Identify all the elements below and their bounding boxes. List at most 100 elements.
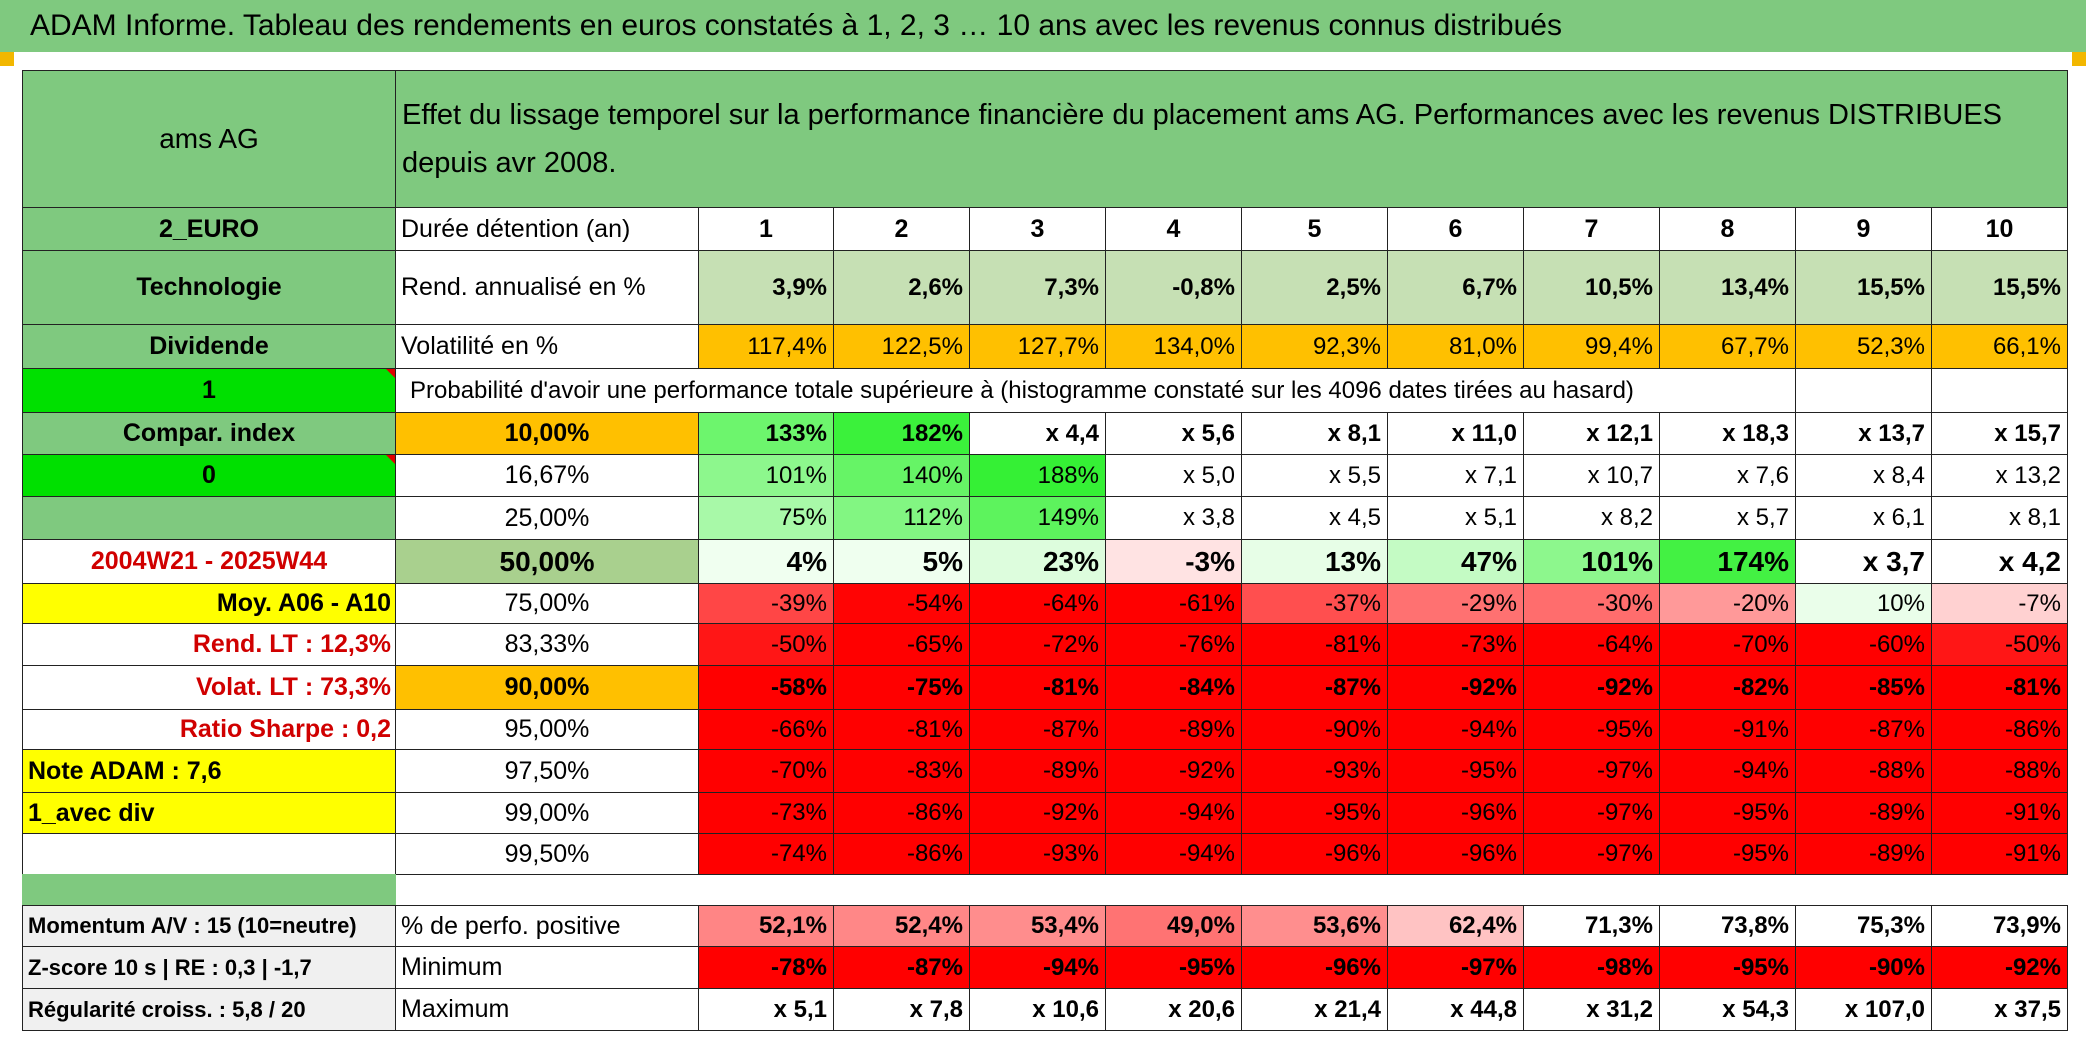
percentile-value: -54% [833, 583, 970, 624]
percentile-value: -61% [1105, 583, 1242, 624]
bottom-metric-label: Maximum [395, 988, 699, 1031]
percentile-label: 50,00% [395, 539, 699, 584]
empty-cell [22, 496, 396, 540]
bottom-value: 49,0% [1105, 905, 1242, 947]
rend-label: Rend. annualisé en % [395, 250, 699, 325]
currency-label: 2_EURO [22, 207, 396, 251]
percentile-value: x 18,3 [1659, 412, 1796, 455]
duration-label: Durée détention (an) [395, 207, 699, 251]
percentile-value: -86% [1931, 709, 2068, 750]
empty-cell [1795, 368, 1932, 413]
percentile-value: 112% [833, 496, 970, 540]
year-header: 7 [1523, 207, 1660, 251]
percentile-label: 75,00% [395, 583, 699, 624]
percentile-value: -92% [1105, 749, 1242, 793]
percentile-value: -97% [1523, 792, 1660, 834]
percentile-value: x 7,1 [1387, 454, 1524, 497]
bottom-value: 71,3% [1523, 905, 1660, 947]
percentile-value: -29% [1387, 583, 1524, 624]
flag-zero: 0 [22, 454, 396, 497]
percentile-value: x 15,7 [1931, 412, 2068, 455]
percentile-value: -3% [1105, 539, 1242, 584]
report-title: ADAM Informe. Tableau des rendements en … [0, 0, 2086, 52]
vol-value: 134,0% [1105, 324, 1242, 369]
rend-value: -0,8% [1105, 250, 1242, 325]
percentile-value: -95% [1241, 792, 1388, 834]
percentile-value: 188% [969, 454, 1106, 497]
rend-value: 10,5% [1523, 250, 1660, 325]
percentile-label: 99,50% [395, 833, 699, 875]
percentile-value: 182% [833, 412, 970, 455]
sharpe-label: Ratio Sharpe : 0,2 [22, 709, 396, 750]
percentile-value: -74% [698, 833, 834, 875]
percentile-value: -89% [969, 749, 1106, 793]
percentile-value: x 4,5 [1241, 496, 1388, 540]
bottom-value: -96% [1241, 946, 1388, 989]
note-adam-label: Note ADAM : 7,6 [22, 749, 396, 793]
bottom-value: -78% [698, 946, 834, 989]
percentile-value: -94% [1659, 749, 1796, 793]
percentile-value: 140% [833, 454, 970, 497]
percentile-value: 101% [1523, 539, 1660, 584]
empty-cell [22, 833, 396, 875]
vol-value: 99,4% [1523, 324, 1660, 369]
rend-value: 13,4% [1659, 250, 1796, 325]
company-name: ams AG [22, 70, 396, 208]
bottom-value: x 107,0 [1795, 988, 1932, 1031]
bottom-metric-label: Minimum [395, 946, 699, 989]
bottom-value: 52,4% [833, 905, 970, 947]
rend-value: 15,5% [1931, 250, 2068, 325]
moy-label: Moy. A06 - A10 [22, 583, 396, 624]
percentile-value: -95% [1523, 709, 1660, 750]
percentile-value: -92% [1523, 665, 1660, 710]
percentile-value: 174% [1659, 539, 1796, 584]
percentile-value: 23% [969, 539, 1106, 584]
year-header: 3 [969, 207, 1106, 251]
flag-one: 1 [22, 368, 396, 413]
percentile-value: x 7,6 [1659, 454, 1796, 497]
percentile-value: x 8,1 [1931, 496, 2068, 540]
bottom-value: x 5,1 [698, 988, 834, 1031]
vol-label: Volatilité en % [395, 324, 699, 369]
percentile-value: x 8,1 [1241, 412, 1388, 455]
bottom-value: -90% [1795, 946, 1932, 989]
rend-value: 15,5% [1795, 250, 1932, 325]
rend-value: 2,6% [833, 250, 970, 325]
percentile-value: 47% [1387, 539, 1524, 584]
rend-value: 3,9% [698, 250, 834, 325]
rend-lt-label: Rend. LT : 12,3% [22, 623, 396, 666]
bottom-value: x 7,8 [833, 988, 970, 1031]
rend-value: 6,7% [1387, 250, 1524, 325]
percentile-value: -75% [833, 665, 970, 710]
percentile-value: 133% [698, 412, 834, 455]
percentile-value: -64% [969, 583, 1106, 624]
sector-label: Technologie [22, 250, 396, 325]
bottom-value: -97% [1387, 946, 1524, 989]
percentile-value: -91% [1659, 709, 1796, 750]
volat-lt-label: Volat. LT : 73,3% [22, 665, 396, 710]
bottom-value: -95% [1659, 946, 1796, 989]
bottom-value: x 44,8 [1387, 988, 1524, 1031]
compar-index-label: Compar. index [22, 412, 396, 455]
period-label: 2004W21 - 2025W44 [22, 539, 396, 584]
percentile-value: -81% [1931, 665, 2068, 710]
percentile-value: -95% [1387, 749, 1524, 793]
percentile-value: -20% [1659, 583, 1796, 624]
percentile-value: x 13,7 [1795, 412, 1932, 455]
percentile-value: -92% [969, 792, 1106, 834]
probability-caption: Probabilité d'avoir une performance tota… [395, 368, 1796, 413]
rend-value: 7,3% [969, 250, 1106, 325]
percentile-value: -37% [1241, 583, 1388, 624]
percentile-value: -89% [1795, 833, 1932, 875]
vol-value: 117,4% [698, 324, 834, 369]
percentile-value: x 5,1 [1387, 496, 1524, 540]
percentile-value: -93% [1241, 749, 1388, 793]
percentile-value: x 13,2 [1931, 454, 2068, 497]
percentile-value: -81% [1241, 623, 1388, 666]
bottom-value: -87% [833, 946, 970, 989]
percentile-value: -96% [1387, 792, 1524, 834]
bottom-indicator-label: Z-score 10 s | RE : 0,3 | -1,7 [22, 946, 396, 989]
bottom-value: -98% [1523, 946, 1660, 989]
year-header: 6 [1387, 207, 1524, 251]
rend-value: 2,5% [1241, 250, 1388, 325]
